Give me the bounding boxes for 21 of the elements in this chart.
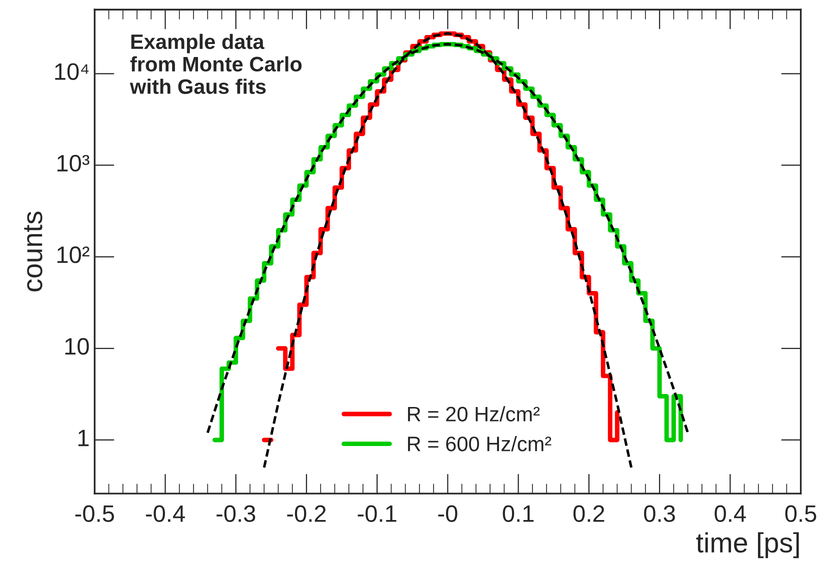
y-tick-label: 10² bbox=[57, 246, 90, 264]
x-tick-label: -0.5 bbox=[75, 505, 114, 522]
y-tick-label: 1 bbox=[78, 430, 89, 446]
x-tick-label: -0.3 bbox=[216, 505, 256, 522]
x-tick-label: -0 bbox=[438, 505, 458, 522]
y-tick-label: 10 bbox=[65, 338, 89, 355]
x-tick-label: 0.5 bbox=[785, 505, 816, 522]
x-tick-label: 0.3 bbox=[644, 505, 675, 522]
y-tick-label: 10³ bbox=[57, 154, 90, 172]
x-tick-label: 0.2 bbox=[573, 505, 604, 522]
x-tick-label: -0.1 bbox=[358, 505, 396, 522]
y-axis-title: counts bbox=[24, 212, 42, 292]
legend-label: R = 20 Hz/cm² bbox=[408, 406, 540, 422]
annotation: Example data from Monte Carlo with Gaus fits bbox=[130, 34, 302, 94]
y-tick-label: 10⁴ bbox=[55, 63, 89, 80]
x-tick-label: -0.4 bbox=[146, 505, 185, 522]
legend-label: R = 600 Hz/cm² bbox=[408, 436, 552, 452]
x-axis-title: time [ps] bbox=[696, 532, 799, 558]
x-tick-label: 0.1 bbox=[502, 505, 534, 522]
x-tick-label: 0.4 bbox=[714, 505, 746, 522]
x-tick-label: -0.2 bbox=[287, 505, 326, 522]
